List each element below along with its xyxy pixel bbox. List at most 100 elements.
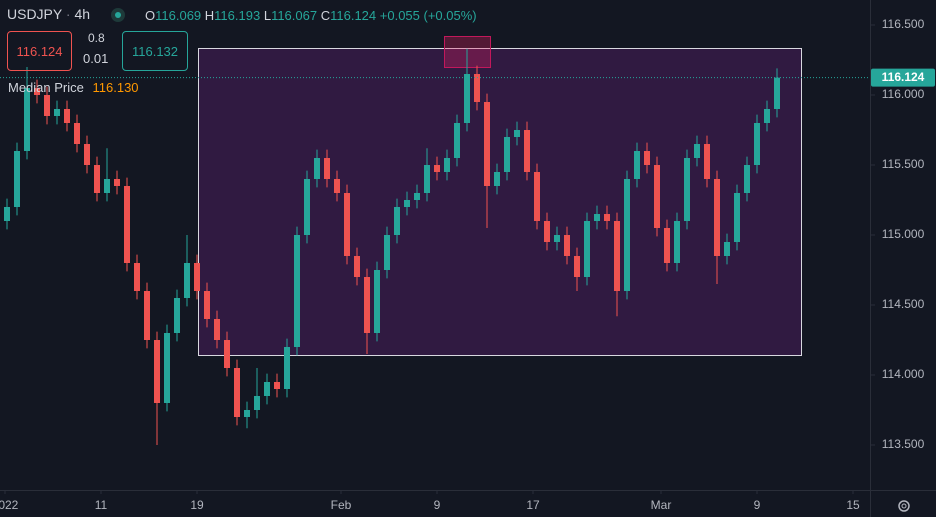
candle-body: [64, 109, 70, 124]
x-tick-label: 19: [190, 498, 204, 512]
x-tick-label: 11: [95, 498, 108, 512]
candle-body: [114, 179, 120, 187]
open-value: 116.069: [155, 8, 202, 23]
close-value: 116.124: [330, 8, 377, 23]
candle-body: [394, 207, 400, 236]
candle-body: [54, 109, 60, 117]
candle-body: [724, 242, 730, 257]
change: +0.055 (+0.05%): [379, 8, 477, 23]
candle-body: [464, 74, 470, 124]
candle-body: [184, 263, 190, 299]
high-label: H: [204, 8, 215, 23]
low-value: 116.067: [271, 8, 318, 23]
candle-body: [154, 340, 160, 404]
close-label: C: [320, 8, 331, 23]
x-tick-label: 17: [526, 498, 540, 512]
indicator-legend: Median Price 116.130: [8, 80, 139, 95]
x-tick-label: 9: [434, 498, 441, 512]
candle-body: [314, 158, 320, 180]
plot-area: [4, 48, 780, 446]
candle-body: [674, 221, 680, 264]
candle-body: [734, 193, 740, 243]
candle-body: [294, 235, 300, 348]
candle-body: [474, 74, 480, 103]
candle-body: [634, 151, 640, 180]
candle-body: [744, 165, 750, 194]
candle-body: [384, 235, 390, 271]
candle-body: [604, 214, 610, 222]
indicator-name[interactable]: Median Price: [8, 80, 84, 95]
candle-body: [84, 144, 90, 166]
candle-body: [774, 77, 780, 110]
candle-body: [134, 263, 140, 292]
status-icon[interactable]: [111, 8, 125, 22]
last-price-tag: [871, 68, 935, 87]
x-tick-label: 15: [846, 498, 860, 512]
candle-body: [174, 298, 180, 334]
indicator-value: 116.130: [92, 80, 139, 95]
candle-body: [444, 158, 450, 173]
candle-body: [374, 270, 380, 334]
candle-body: [14, 151, 20, 208]
quantity[interactable]: 0.01: [83, 51, 109, 66]
candle-body: [564, 235, 570, 257]
candle-body: [364, 277, 370, 334]
candle-body: [614, 221, 620, 292]
last-price-label: 116.124: [882, 70, 925, 84]
candle-body: [454, 123, 460, 159]
candle-body: [354, 256, 360, 278]
candle-body: [534, 172, 540, 222]
candle-body: [544, 221, 550, 243]
candle-body: [504, 137, 510, 173]
candle-body: [264, 382, 270, 397]
candle-body: [194, 263, 200, 292]
y-tick-label: 115.000: [882, 227, 925, 241]
candle-body: [554, 235, 560, 243]
candle-body: [94, 165, 100, 194]
candle-body: [44, 95, 50, 117]
candle-body: [664, 228, 670, 264]
legend: USDJPY · 4h: [7, 6, 91, 22]
open-label: O: [145, 8, 156, 23]
candle-body: [4, 207, 10, 222]
candle-body: [704, 144, 710, 180]
candle-body: [34, 88, 40, 96]
candle-body: [654, 165, 660, 229]
candle-body: [214, 319, 220, 341]
candle-body: [124, 186, 130, 264]
candle-body: [284, 347, 290, 390]
candle-body: [694, 144, 700, 159]
candle-body: [514, 130, 520, 138]
candle-body: [424, 165, 430, 194]
sell-button[interactable]: 116.124: [7, 31, 72, 71]
candle-body: [624, 179, 630, 292]
candle-body: [344, 193, 350, 257]
candle-body: [524, 130, 530, 173]
y-tick-label: 116.500: [882, 17, 925, 31]
settings-icon[interactable]: [898, 500, 910, 512]
candle-body: [254, 396, 260, 411]
y-tick-label: 115.500: [882, 157, 925, 171]
candle-body: [304, 179, 310, 236]
quantity-top: 0.8: [88, 31, 105, 45]
candle-body: [244, 410, 250, 418]
candle-body: [484, 102, 490, 187]
range-rectangle[interactable]: [198, 48, 802, 356]
buy-button[interactable]: 116.132: [122, 31, 188, 71]
y-tick-label: 116.000: [882, 87, 925, 101]
candle-body: [324, 158, 330, 180]
symbol[interactable]: USDJPY: [7, 6, 62, 22]
candle-body: [714, 179, 720, 257]
candle-body: [684, 158, 690, 222]
candle-body: [494, 172, 500, 187]
candle-body: [594, 214, 600, 222]
candle-body: [104, 179, 110, 194]
candle-body: [414, 193, 420, 201]
interval[interactable]: 4h: [74, 6, 91, 22]
candle-body: [334, 179, 340, 194]
candle-body: [644, 151, 650, 166]
candle-body: [754, 123, 760, 166]
x-tick-label: 9: [754, 498, 761, 512]
